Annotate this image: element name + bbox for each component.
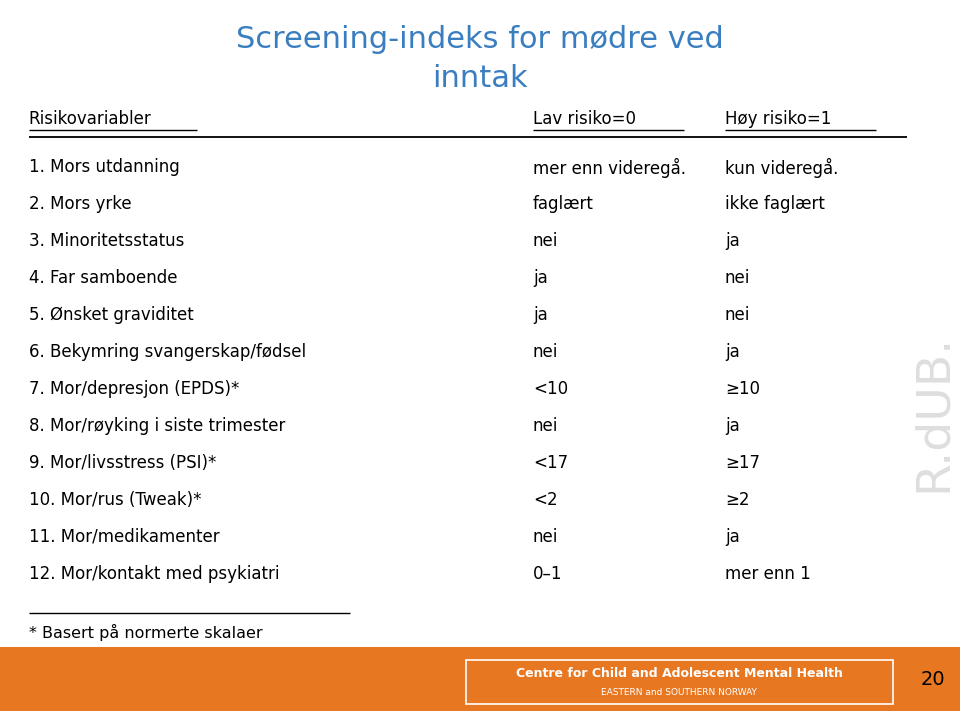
Text: * Basert på normerte skalaer: * Basert på normerte skalaer — [29, 624, 262, 641]
Text: mer enn 1: mer enn 1 — [725, 565, 810, 582]
Text: nei: nei — [533, 343, 558, 360]
Text: 10. Mor/rus (Tweak)*: 10. Mor/rus (Tweak)* — [29, 491, 202, 508]
Text: 11. Mor/medikamenter: 11. Mor/medikamenter — [29, 528, 220, 545]
Bar — [0, 647, 960, 711]
Text: 3. Minoritetsstatus: 3. Minoritetsstatus — [29, 232, 184, 250]
Text: ja: ja — [533, 269, 547, 287]
Text: faglært: faglært — [533, 195, 593, 213]
Text: ≥17: ≥17 — [725, 454, 759, 471]
Text: mer enn videregå.: mer enn videregå. — [533, 158, 685, 178]
Text: nei: nei — [725, 269, 750, 287]
Text: Lav risiko=0: Lav risiko=0 — [533, 110, 636, 128]
Text: Høy risiko=1: Høy risiko=1 — [725, 110, 831, 128]
Text: 20: 20 — [921, 670, 946, 688]
Text: 9. Mor/livsstress (PSI)*: 9. Mor/livsstress (PSI)* — [29, 454, 216, 471]
Text: ja: ja — [533, 306, 547, 324]
Text: R.dUB.: R.dUB. — [911, 333, 955, 491]
Text: ja: ja — [725, 528, 739, 545]
Text: ja: ja — [725, 417, 739, 434]
Bar — [466, 660, 893, 704]
Text: Centre for Child and Adolescent Mental Health: Centre for Child and Adolescent Mental H… — [516, 666, 843, 680]
Text: ≥2: ≥2 — [725, 491, 750, 508]
Text: nei: nei — [533, 528, 558, 545]
Text: 4. Far samboende: 4. Far samboende — [29, 269, 178, 287]
Text: inntak: inntak — [432, 64, 528, 93]
Text: ikke faglært: ikke faglært — [725, 195, 825, 213]
Text: nei: nei — [533, 417, 558, 434]
Text: <10: <10 — [533, 380, 568, 397]
Text: 6. Bekymring svangerskap/fødsel: 6. Bekymring svangerskap/fødsel — [29, 343, 306, 360]
Text: Screening-indeks for mødre ved: Screening-indeks for mødre ved — [236, 25, 724, 54]
Text: nei: nei — [725, 306, 750, 324]
Text: 1. Mors utdanning: 1. Mors utdanning — [29, 158, 180, 176]
Text: 0–1: 0–1 — [533, 565, 563, 582]
Text: 5. Ønsket graviditet: 5. Ønsket graviditet — [29, 306, 194, 324]
Text: Risikovariabler: Risikovariabler — [29, 110, 152, 128]
Text: ja: ja — [725, 232, 739, 250]
Text: nei: nei — [533, 232, 558, 250]
Text: kun videregå.: kun videregå. — [725, 158, 838, 178]
Text: 7. Mor/depresjon (EPDS)*: 7. Mor/depresjon (EPDS)* — [29, 380, 239, 397]
Text: 2. Mors yrke: 2. Mors yrke — [29, 195, 132, 213]
Text: ja: ja — [725, 343, 739, 360]
Text: <17: <17 — [533, 454, 568, 471]
Text: 12. Mor/kontakt med psykiatri: 12. Mor/kontakt med psykiatri — [29, 565, 279, 582]
Text: <2: <2 — [533, 491, 558, 508]
Text: ≥10: ≥10 — [725, 380, 759, 397]
Text: 8. Mor/røyking i siste trimester: 8. Mor/røyking i siste trimester — [29, 417, 285, 434]
Text: EASTERN and SOUTHERN NORWAY: EASTERN and SOUTHERN NORWAY — [601, 688, 757, 697]
